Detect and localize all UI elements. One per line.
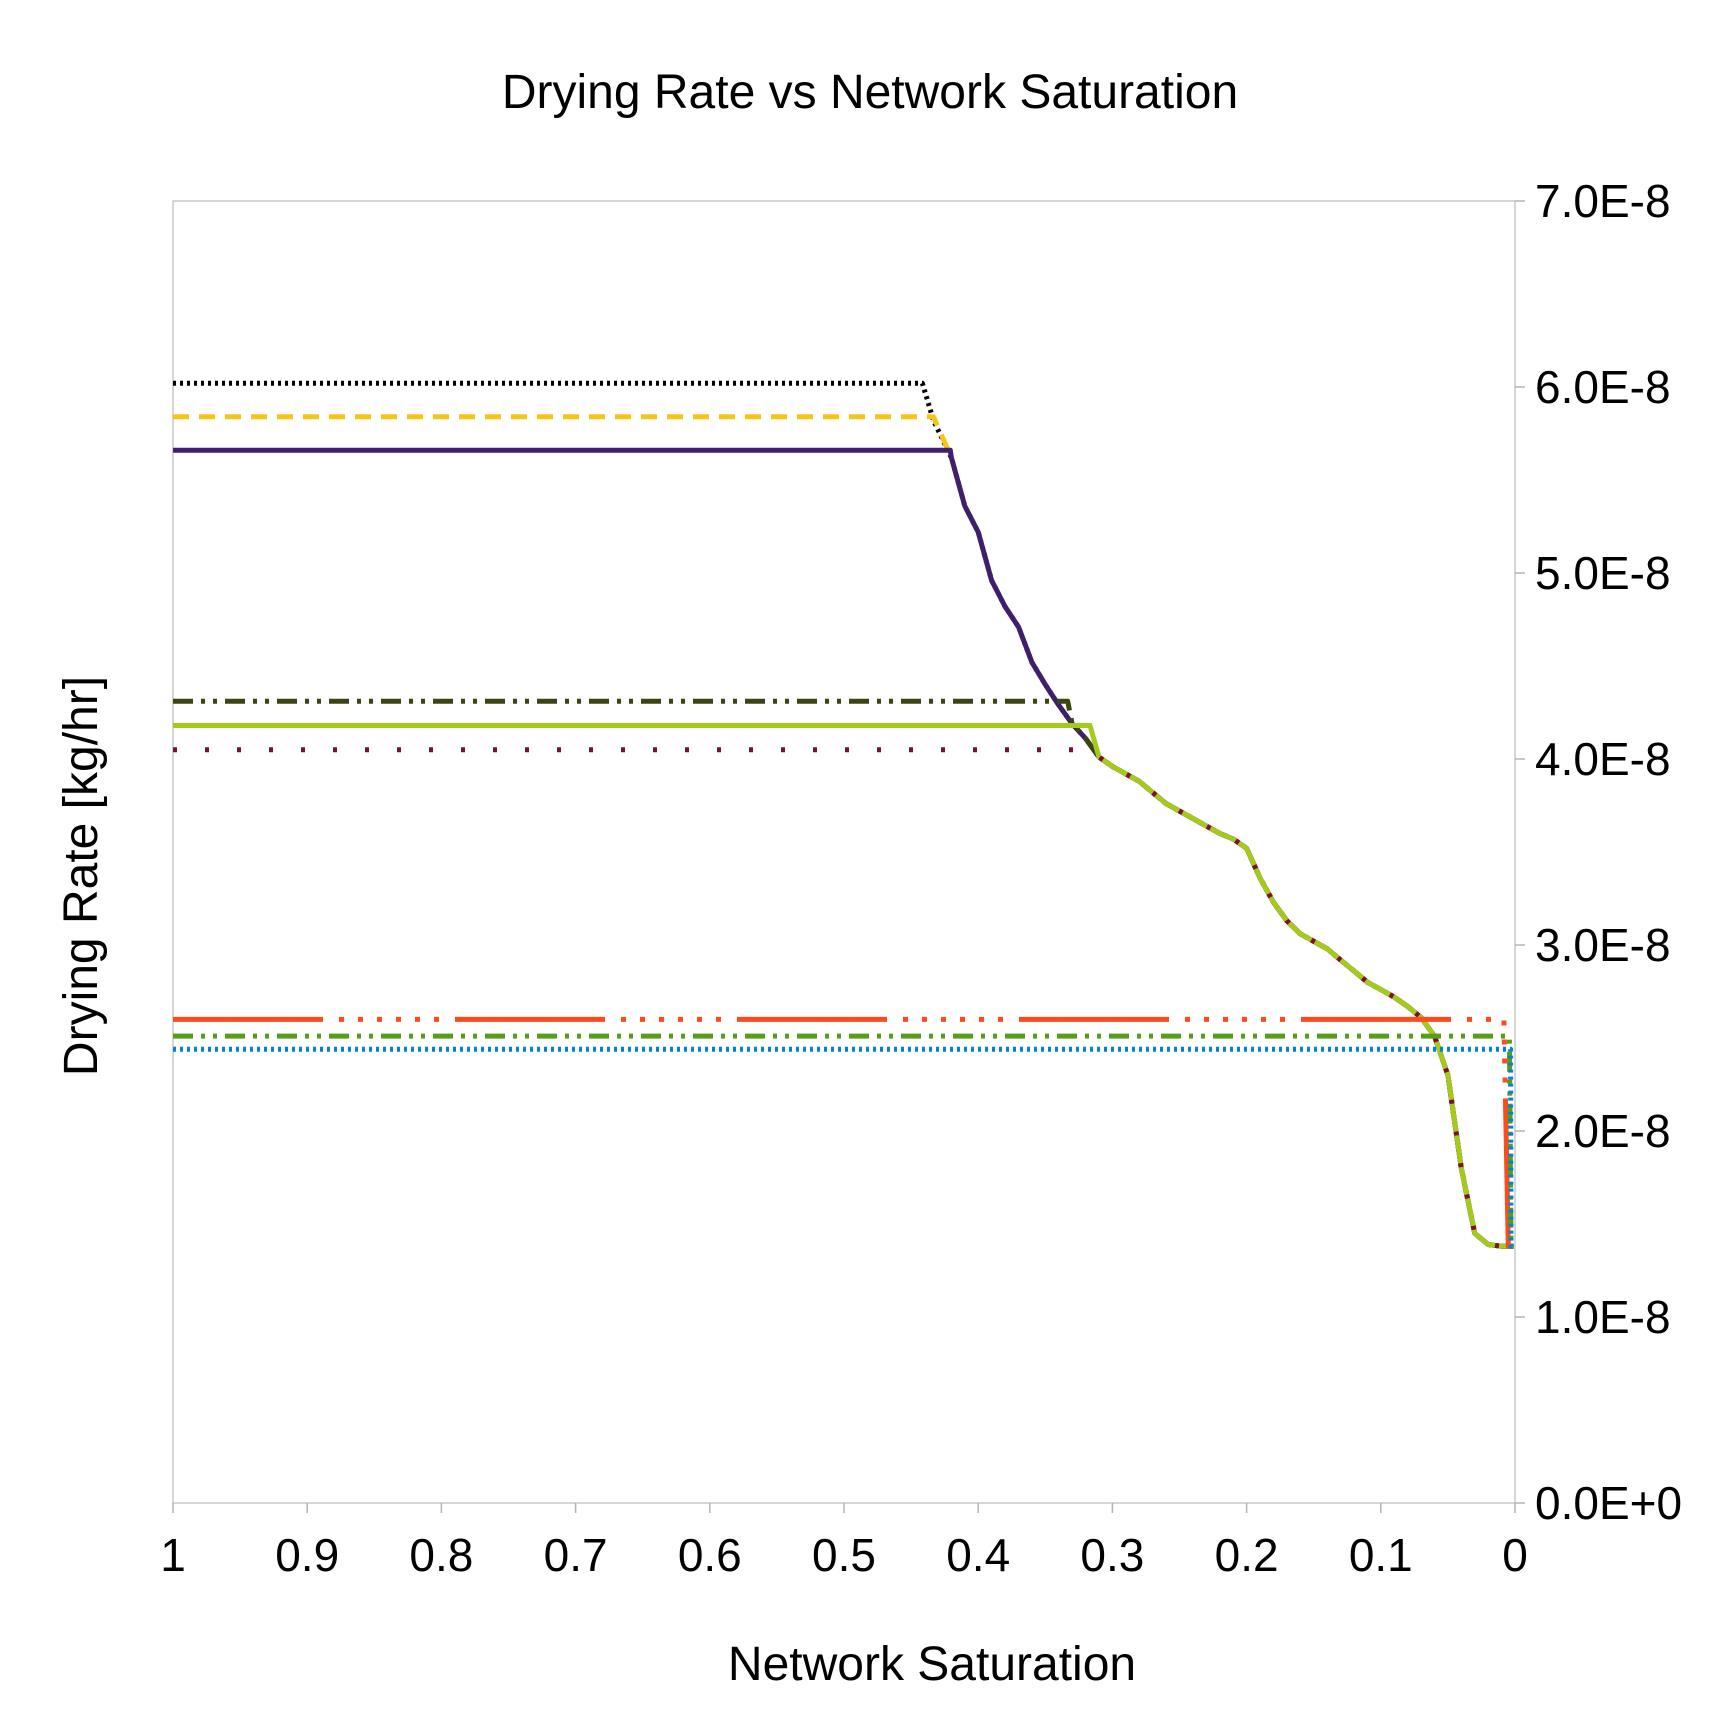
y-tick-label: 6.0E-8 [1535,361,1671,413]
y-tick-label: 1.0E-8 [1535,1291,1671,1343]
series-line-2 [173,414,1515,1249]
series-line-1 [173,380,1515,1249]
y-tick-label: 3.0E-8 [1535,919,1671,971]
x-tick-label: 0.3 [1080,1529,1144,1581]
plot-area-border [172,200,1516,1504]
series-layer [173,380,1515,1249]
x-tick-label: 0.8 [409,1529,473,1581]
x-tick-label: 0.4 [946,1529,1010,1581]
x-tick-label: 0.5 [812,1529,876,1581]
x-tick-label: 1 [160,1529,186,1581]
x-tick-label: 0.2 [1215,1529,1279,1581]
y-tick-label: 7.0E-8 [1535,175,1671,227]
x-tick-label: 0 [1502,1529,1528,1581]
series-line-8 [173,1033,1515,1249]
axes-layer: 1 0.9 0.8 0.7 0.6 0.5 0.4 0.3 0.2 0.1 00.0E+0 1.0E-… [160,175,1682,1581]
y-tick-label: 2.0E-8 [1535,1105,1671,1157]
series-line-6 [173,747,1515,1249]
series-line-5 [173,723,1515,1249]
chart-title: Drying Rate vs Network Saturation [502,66,1238,119]
x-tick-label: 0.7 [544,1529,608,1581]
series-line-3 [173,447,1515,1249]
y-axis-title: Drying Rate [kg/hr] [55,676,108,1076]
x-tick-label: 0.6 [678,1529,742,1581]
y-tick-label: 0.0E+0 [1535,1477,1682,1529]
y-tick-label: 5.0E-8 [1535,547,1671,599]
y-tick-label: 4.0E-8 [1535,733,1671,785]
series-line-7 [173,1016,1515,1249]
series-line-4 [173,698,1515,1249]
x-axis-title: Network Saturation [728,1638,1136,1691]
x-tick-label: 0.9 [275,1529,339,1581]
x-tick-label: 0.1 [1349,1529,1413,1581]
series-line-9 [173,1046,1515,1249]
